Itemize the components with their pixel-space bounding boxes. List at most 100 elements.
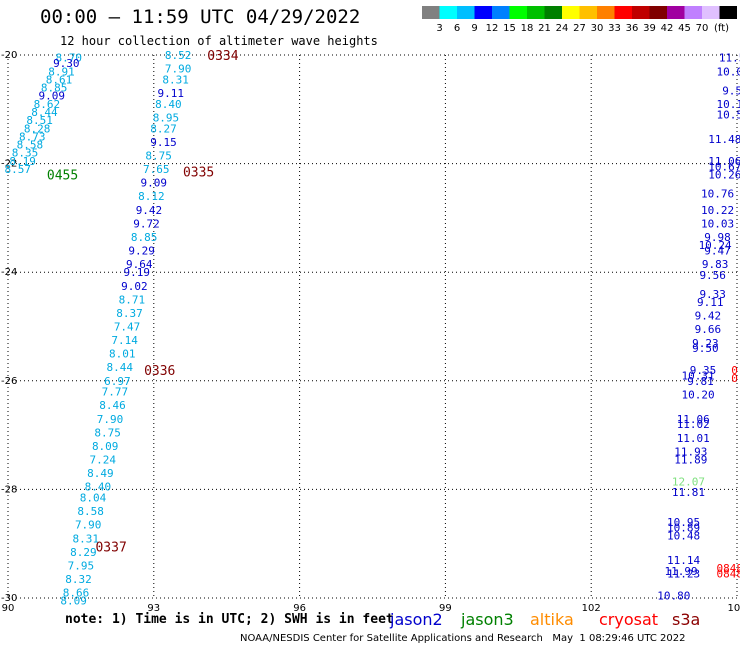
colorbar-swatch [649, 6, 667, 19]
legend-jason2: jason2 [390, 610, 443, 629]
colorbar-label: 39 [643, 23, 656, 34]
colorbar-swatch [439, 6, 457, 19]
wave-height-label: 10.89 [667, 521, 700, 534]
colorbar-swatch [562, 6, 580, 19]
wave-height-label: 8.12 [138, 190, 165, 203]
wave-height-label: 10.0 [716, 65, 740, 78]
wave-height-label: 9.64 [126, 258, 153, 271]
wave-height-label: 9.98 [704, 231, 731, 244]
y-tick-label: -28 [1, 484, 17, 495]
wave-height-label: 10.48 [667, 530, 700, 543]
wave-height-label: 9.66 [695, 323, 722, 336]
wave-height-label: 9.11 [697, 296, 724, 309]
wave-height-label: 9.29 [128, 244, 155, 257]
wave-height-label: 10.26 [708, 168, 740, 181]
wave-height-label: 0848 [716, 562, 740, 575]
wave-height-label: 8.40 [85, 481, 112, 494]
wave-height-label: 0 [731, 364, 738, 377]
wave-height-label: 9.56 [699, 269, 726, 282]
wave-height-label: 8.35 [12, 147, 39, 160]
colorbar-label: 30 [591, 23, 604, 34]
wave-height-label: 9.11 [158, 87, 185, 100]
colorbar-swatch [579, 6, 597, 19]
wave-height-label: 7.65 [143, 163, 170, 176]
wave-height-label: 6.97 [104, 375, 131, 388]
colorbar-label: 36 [626, 23, 639, 34]
x-tick-label: 90 [2, 603, 15, 614]
wave-height-label: 8.44 [31, 106, 58, 119]
wave-height-label: 10.03 [701, 217, 734, 230]
colorbar-label: 21 [538, 23, 551, 34]
colorbar-label: 27 [573, 23, 586, 34]
wave-height-label: 7.47 [114, 321, 141, 334]
colorbar-swatch [544, 6, 562, 19]
wave-height-label: 8.71 [119, 293, 146, 306]
wave-height-label: 8.19 [9, 155, 36, 168]
colorbar-swatch [492, 6, 510, 19]
chart-title: 00:00 – 11:59 UTC 04/29/2022 [40, 6, 361, 28]
colorbar-swatch [474, 6, 492, 19]
colorbar-label: 12 [486, 23, 499, 34]
colorbar-label: 18 [521, 23, 534, 34]
wave-height-label: 0 [731, 372, 738, 385]
wave-height-label: 8.37 [116, 307, 143, 320]
wave-height-label: 9.19 [124, 266, 151, 279]
colorbar-swatch [667, 6, 685, 19]
wave-height-label: 7.90 [165, 63, 192, 76]
colorbar-swatch [702, 6, 720, 19]
wave-height-label: 8.73 [19, 130, 46, 143]
wave-height-label: 10.31 [682, 369, 715, 382]
wave-height-label: 8.44 [107, 361, 134, 374]
wave-height-label: 10.22 [701, 204, 734, 217]
y-tick-label: -20 [1, 50, 17, 61]
wave-height-label: 10.24 [699, 239, 732, 252]
wave-height-label: 7.90 [75, 519, 102, 532]
wave-height-label: 10.20 [682, 388, 715, 401]
wave-height-label: 8.32 [65, 573, 92, 586]
wave-height-label: 0848 [716, 568, 740, 581]
wave-height-label: 10.95 [667, 516, 700, 529]
wave-height-label: 11.01 [677, 432, 710, 445]
wave-height-label: 9.50 [692, 342, 719, 355]
wave-height-label: 8.66 [63, 587, 90, 600]
wave-height-label: 9.30 [53, 57, 80, 70]
time-label: 0337 [95, 540, 126, 555]
wave-height-label: 9.33 [699, 288, 726, 301]
colorbar-swatch [457, 6, 475, 19]
wave-height-label: 7.77 [102, 386, 129, 399]
colorbar-swatch [597, 6, 615, 19]
colorbar-swatch [527, 6, 545, 19]
wave-height-label: 8.91 [48, 65, 75, 78]
wave-height-label: 8.28 [24, 122, 51, 135]
wave-height-label: 9.15 [150, 136, 177, 149]
time-label: 0455 [47, 168, 78, 183]
footer-credit: NOAA/NESDIS Center for Satellite Applica… [240, 633, 686, 644]
note-text: note: 1) Time is in UTC; 2) SWH is in fe… [65, 612, 394, 627]
wave-height-label: 8.52 [165, 49, 192, 62]
wave-height-label: 8.58 [17, 139, 44, 152]
wave-height-label: 8.01 [109, 348, 136, 361]
colorbar-swatch [509, 6, 527, 19]
wave-height-label: 8.09 [60, 595, 87, 608]
wave-height-label: 7.90 [97, 413, 124, 426]
wave-height-label: 8.58 [77, 505, 104, 518]
wave-height-label: 8.46 [99, 399, 126, 412]
wave-height-label: 8.75 [94, 426, 121, 439]
legend-jason3: jason3 [461, 610, 514, 629]
wave-height-label: 11.06 [708, 155, 740, 168]
colorbar-swatch [719, 6, 737, 19]
colorbar-unit: (ft) [714, 23, 729, 34]
colorbar-label: 42 [661, 23, 674, 34]
colorbar-swatch [684, 6, 702, 19]
y-tick-label: -26 [1, 376, 17, 387]
wave-height-label: 10.80 [657, 589, 690, 602]
wave-height-label: 11.48 [708, 133, 740, 146]
wave-height-label: 8.85 [131, 231, 158, 244]
wave-height-label: 9.81 [687, 375, 714, 388]
colorbar-label: 33 [608, 23, 621, 34]
wave-height-label: 9.72 [133, 217, 160, 230]
wave-height-label: 9.02 [121, 280, 148, 293]
wave-height-label: 7.14 [111, 334, 138, 347]
wave-height-label: 8.95 [153, 111, 180, 124]
wave-height-label: 8.49 [87, 467, 114, 480]
